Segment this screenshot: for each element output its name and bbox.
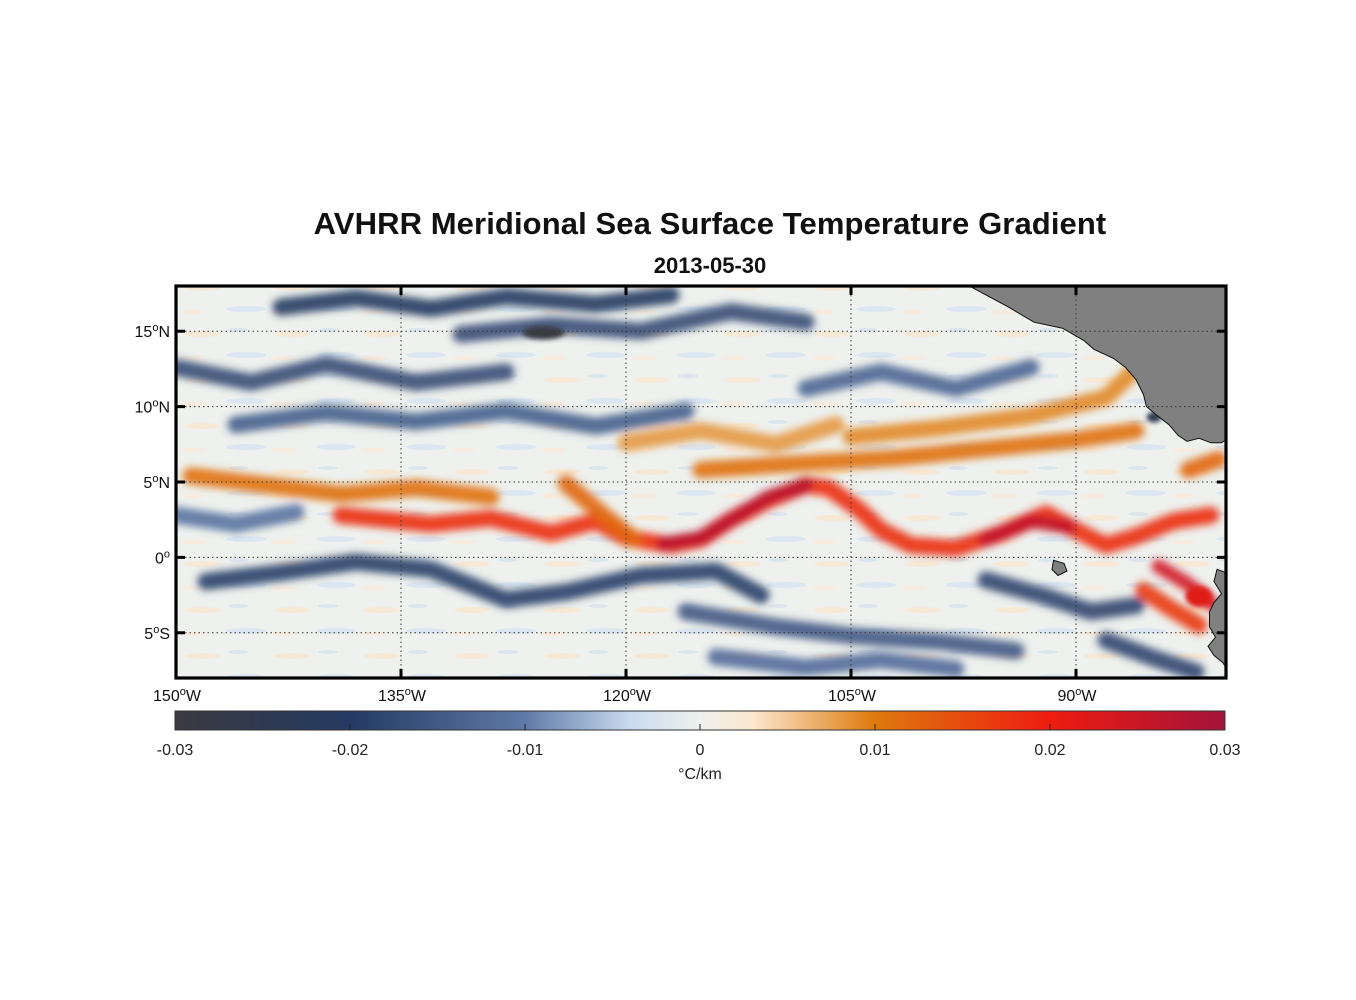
lon-tick-label: 135oW	[378, 686, 427, 705]
lon-tick-label: 120oW	[603, 686, 652, 705]
gradient-front	[977, 571, 1145, 621]
lat-tick-label: 0o	[155, 548, 170, 567]
gradient-spot	[1185, 586, 1213, 608]
colorbar: -0.03 -0.02 -0.01 0 0.01 0.02 0.03 °C/km	[157, 710, 1241, 783]
central-america-land	[969, 286, 1226, 444]
lat-tick-label: 10oN	[135, 398, 170, 417]
gradient-spot	[522, 325, 565, 340]
lat-tick-label: 5oS	[144, 624, 170, 643]
plot-area	[176, 286, 1226, 678]
chart-subtitle: 2013-05-30	[653, 253, 767, 278]
lon-tick-label: 150oW	[153, 686, 202, 705]
gradient-front	[707, 648, 965, 678]
gradient-front	[979, 514, 1076, 547]
colorbar-tick-label: 0.03	[1209, 742, 1240, 759]
gradient-front	[692, 422, 1145, 479]
gradient-front	[1097, 631, 1205, 678]
lat-tick-label: 15oN	[135, 322, 170, 341]
map-ticks	[174, 286, 1226, 678]
lat-tick-label: 5oN	[143, 473, 170, 492]
gradient-front	[656, 478, 813, 551]
gradient-front	[332, 476, 1220, 557]
gradient-front	[677, 603, 1025, 660]
land-layer	[969, 286, 1226, 669]
south-america-land	[1207, 568, 1226, 669]
lon-tick-label: 105oW	[828, 686, 877, 705]
gradient-front	[176, 503, 305, 533]
gradient-front	[197, 553, 770, 609]
colorbar-units-label: °C/km	[678, 766, 722, 783]
colorbar-tick-label: -0.01	[507, 742, 544, 759]
lon-tick-label: 90oW	[1057, 686, 1097, 705]
gradient-front	[842, 360, 1145, 446]
gradient-front	[182, 467, 500, 506]
colorbar-tick-label: 0	[696, 742, 705, 759]
axis-labels: 150oW 135oW 120oW 105oW 90oW 15oN 10oN 5oN 0o 5oS	[135, 322, 1098, 705]
colorbar-tick-label: -0.02	[332, 742, 369, 759]
colorbar-tick-label: -0.03	[157, 742, 194, 759]
gradient-front	[557, 475, 642, 548]
gradient-field	[176, 286, 1226, 678]
colorbar-tick-label: 0.02	[1034, 742, 1065, 759]
gradient-front	[227, 402, 695, 435]
colorbar-tick-label: 0.01	[859, 742, 890, 759]
gradient-front	[272, 286, 680, 318]
gradient-front	[1135, 582, 1208, 634]
gradient-front	[1180, 450, 1226, 479]
gradient-front	[797, 358, 1040, 397]
gradient-front	[176, 355, 515, 391]
galapagos-land	[1051, 559, 1068, 577]
gradient-front	[617, 416, 845, 453]
chart-title: AVHRR Meridional Sea Surface Temperature…	[313, 206, 1107, 241]
